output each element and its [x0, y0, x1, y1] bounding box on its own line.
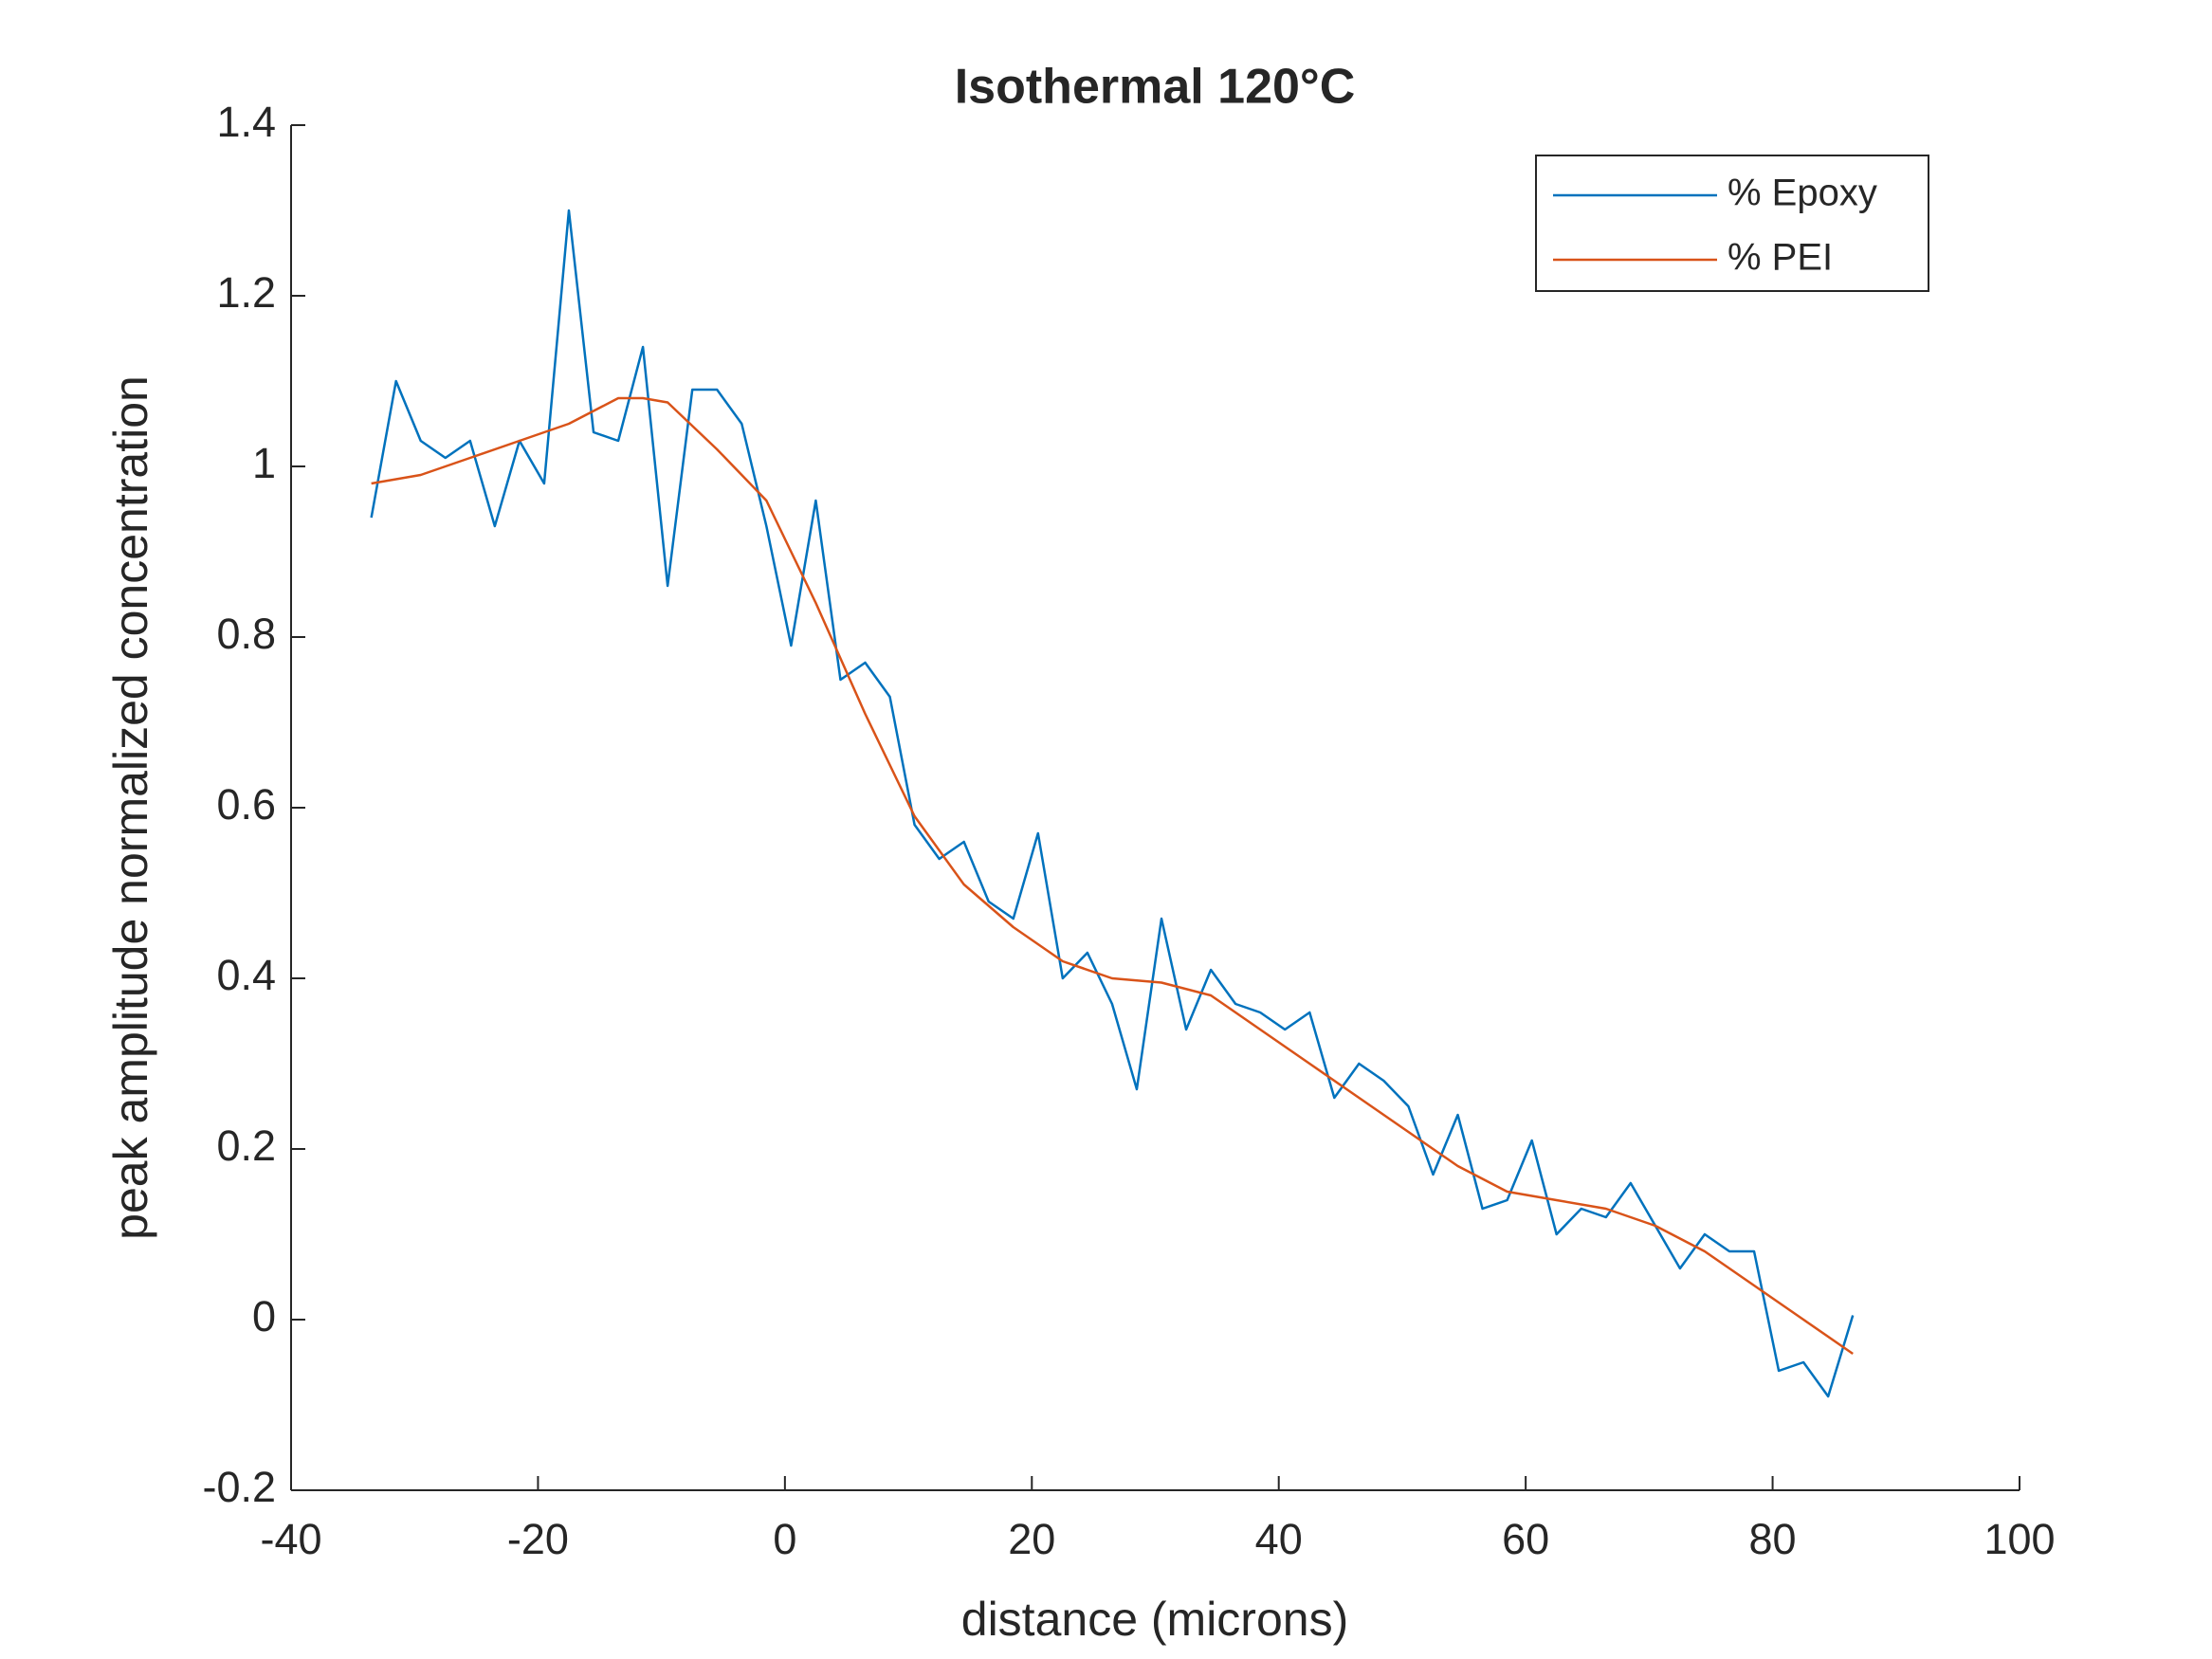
x-tick-label: 100 — [1983, 1515, 2055, 1563]
y-tick-label: 1.2 — [216, 268, 276, 317]
y-tick-label: 0.4 — [216, 951, 276, 999]
y-tick-label: 0 — [252, 1292, 276, 1340]
data-line — [371, 396, 1854, 1356]
x-tick-label: 80 — [1749, 1515, 1797, 1563]
x-tick-label: 20 — [1008, 1515, 1055, 1563]
x-axis-label: distance (microns) — [961, 1593, 1348, 1646]
legend-box — [1535, 155, 1929, 292]
data-line — [370, 209, 1855, 1398]
x-tick-label: 0 — [773, 1515, 796, 1563]
y-tick-label: 1 — [252, 439, 276, 487]
chart-title: Isothermal 120°C — [955, 60, 1356, 115]
x-tick-label: -40 — [260, 1515, 321, 1563]
y-tick-label: 0.8 — [216, 610, 276, 658]
y-tick-label: -0.2 — [202, 1463, 276, 1511]
y-tick-label: 0.6 — [216, 780, 276, 829]
x-tick-label: 60 — [1502, 1515, 1549, 1563]
x-tick-label: 40 — [1255, 1515, 1303, 1563]
y-axis-label: peak amplitude normalized concentration — [104, 375, 157, 1240]
y-tick-label: 1.4 — [216, 98, 276, 146]
legend-label: % Epoxy — [1728, 173, 1877, 214]
y-tick-label: 0.2 — [216, 1121, 276, 1170]
x-tick-label: -20 — [507, 1515, 569, 1563]
legend-label: % PEI — [1728, 237, 1833, 279]
